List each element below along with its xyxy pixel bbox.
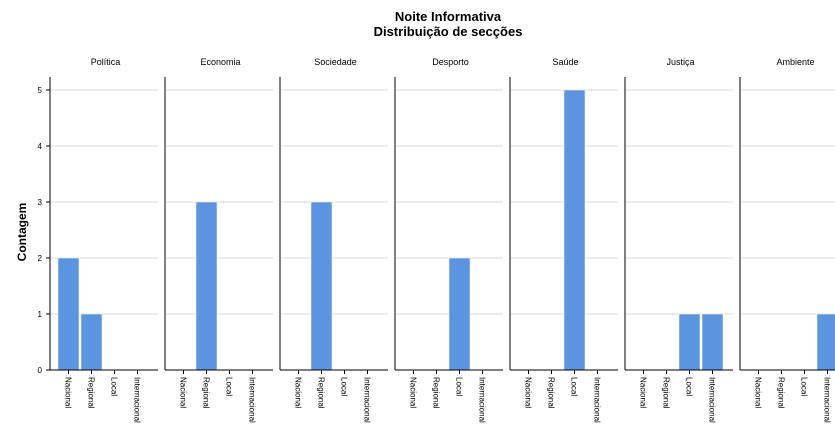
x-tick-label: Regional <box>547 377 556 409</box>
x-tick-label: Internacional <box>363 377 372 423</box>
panel-label: Ambiente <box>776 57 814 67</box>
x-tick-label: Local <box>225 377 234 396</box>
x-tick-label: Local <box>340 377 349 396</box>
x-tick-label: Internacional <box>133 377 142 423</box>
bar <box>310 201 333 371</box>
x-tick-label: Internacional <box>478 377 487 423</box>
bar <box>80 313 103 371</box>
x-tick-label: Internacional <box>593 377 602 423</box>
bar <box>563 89 586 371</box>
chart-subtitle: Distribuição de secções <box>374 24 523 39</box>
y-tick-label: 4 <box>38 142 43 151</box>
y-axis-label: Contagem <box>15 203 29 262</box>
panel-label: Sociedade <box>314 57 357 67</box>
x-tick-label: Regional <box>662 377 671 409</box>
x-tick-label: Local <box>685 377 694 396</box>
panel: Ambiente Nacional Regional Local Internacion… <box>739 57 835 423</box>
x-tick-label: Internacional <box>248 377 257 423</box>
x-tick-label: Regional <box>202 377 211 409</box>
panel: Saúde Nacional Regional Local Internacional <box>509 57 618 423</box>
x-tick-label: Nacional <box>64 377 73 408</box>
panel: Política Nacional Regional Local Internacion… <box>49 57 158 423</box>
bar <box>57 257 80 371</box>
x-tick-label: Local <box>455 377 464 396</box>
panel: Justiça Nacional Regional Local Internaciona… <box>624 57 733 423</box>
y-tick-label: 2 <box>38 254 43 263</box>
x-tick-label: Nacional <box>294 377 303 408</box>
bar <box>448 257 471 371</box>
x-tick-label: Regional <box>777 377 786 409</box>
x-tick-label: Local <box>800 377 809 396</box>
x-tick-label: Regional <box>87 377 96 409</box>
panel: Desporto Nacional Regional Local Internacion… <box>394 57 503 423</box>
x-tick-label: Nacional <box>179 377 188 408</box>
x-tick-label: Nacional <box>754 377 763 408</box>
bar <box>678 313 701 371</box>
panel: Sociedade Nacional Regional Local Internacio… <box>279 57 388 423</box>
panel-label: Desporto <box>432 57 469 67</box>
panel-label: Justiça <box>666 57 694 67</box>
x-tick-label: Internacional <box>823 377 832 423</box>
y-tick-label: 1 <box>38 310 43 319</box>
x-tick-label: Local <box>110 377 119 396</box>
chart-panels: Política Nacional Regional Local Internacion… <box>49 57 835 423</box>
bar <box>816 313 835 371</box>
x-tick-label: Nacional <box>639 377 648 408</box>
panel: Economia Nacional Regional Local Internacion… <box>164 57 273 423</box>
y-tick-label: 0 <box>38 366 43 375</box>
bar <box>701 313 724 371</box>
y-tick-label: 3 <box>38 198 43 207</box>
x-tick-label: Nacional <box>524 377 533 408</box>
x-tick-label: Nacional <box>409 377 418 408</box>
chart-title: Noite Informativa <box>395 9 502 24</box>
panel-label: Política <box>91 57 121 67</box>
panel-label: Economia <box>200 57 240 67</box>
x-tick-label: Internacional <box>708 377 717 423</box>
y-axis: 0 1 2 3 4 5 <box>38 77 51 375</box>
panel-label: Saúde <box>552 57 578 67</box>
x-tick-label: Local <box>570 377 579 396</box>
x-tick-label: Regional <box>317 377 326 409</box>
x-tick-label: Regional <box>432 377 441 409</box>
y-tick-label: 5 <box>38 86 43 95</box>
bar <box>195 201 218 371</box>
